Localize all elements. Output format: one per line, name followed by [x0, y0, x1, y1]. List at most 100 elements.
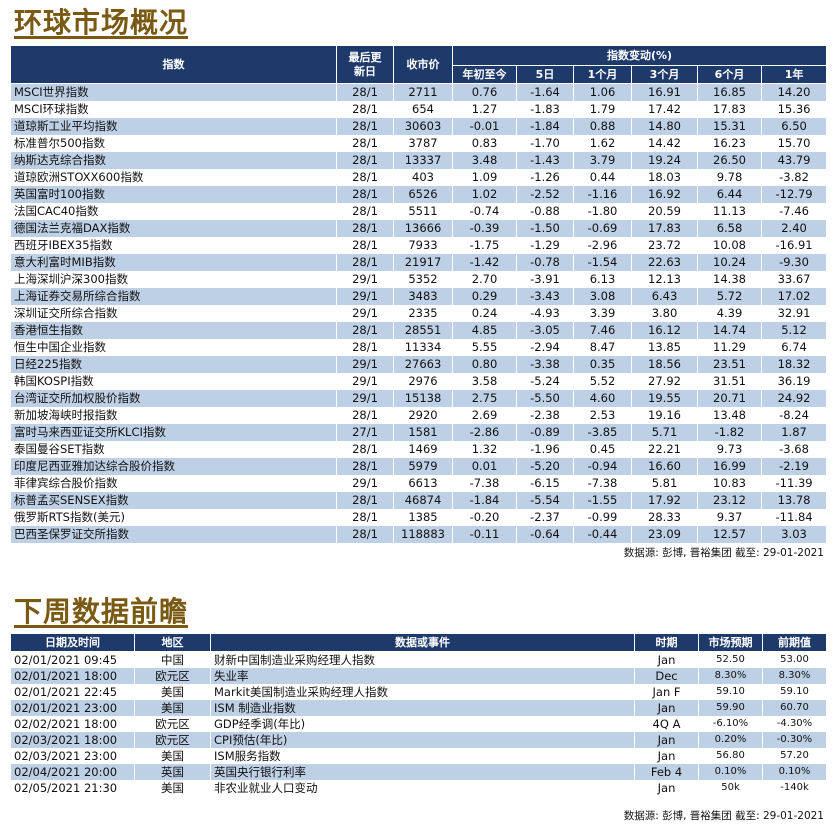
update-date-cell: 28/1 — [336, 186, 394, 203]
1y-change-cell: 1.87 — [760, 424, 828, 441]
index-name-cell: 印度尼西亚雅加达综合股价指数 — [10, 458, 337, 475]
index-name-cell: 日经225指数 — [10, 356, 337, 373]
index-name-cell: 上海深圳沪深300指数 — [10, 271, 337, 288]
event-datetime-cell: 02/01/2021 23:00 — [10, 700, 135, 716]
6m-change-cell: 9.37 — [697, 509, 762, 526]
event-region-cell: 欧元区 — [134, 668, 211, 684]
ytd-change-cell: 0.24 — [452, 305, 517, 322]
market-row: 标普孟买SENSEX指数 28/1 46874 -1.84 -5.54 -1.55 17.9… — [10, 492, 828, 509]
6m-change-cell: 16.99 — [697, 458, 762, 475]
3m-change-cell: 17.42 — [631, 101, 698, 118]
update-date-cell: 29/1 — [336, 288, 394, 305]
1m-change-cell: -0.69 — [573, 220, 632, 237]
close-price-cell: 30603 — [393, 118, 453, 135]
col-header-period: 时期 — [634, 633, 699, 652]
close-price-cell: 2335 — [393, 305, 453, 322]
event-previous-cell: -0.30% — [762, 732, 827, 748]
close-price-cell: 6613 — [393, 475, 453, 492]
6m-change-cell: 10.08 — [697, 237, 762, 254]
1y-change-cell: -7.46 — [760, 203, 828, 220]
market-row: 道琼欧洲STOXX600指数 28/1 403 1.09 -1.26 0.44 18.03 9… — [10, 169, 828, 186]
event-name-cell: CPI预估(年比) — [210, 732, 635, 748]
ytd-change-cell: 1.27 — [452, 101, 517, 118]
ytd-change-cell: 5.55 — [452, 339, 517, 356]
1m-change-cell: 8.47 — [573, 339, 632, 356]
1y-change-cell: 15.36 — [760, 101, 828, 118]
update-date-cell: 28/1 — [336, 220, 394, 237]
event-previous-cell: 59.10 — [762, 684, 827, 700]
ytd-change-cell: -0.01 — [452, 118, 517, 135]
6m-change-cell: 6.44 — [697, 186, 762, 203]
event-row: 02/04/2021 20:00 英国 英国央行银行利率 Feb 4 0.10% 0.10… — [10, 764, 827, 780]
market-row: 标准普尔500指数 28/1 3787 0.83 -1.70 1.62 14.42 16.23… — [10, 135, 828, 152]
events-source-note: 数据源: 彭博, 晋裕集团 截至: 29-01-2021 — [623, 810, 824, 822]
event-forecast-cell: 52.50 — [698, 651, 763, 668]
5d-change-cell: -1.50 — [516, 220, 574, 237]
col-header-region: 地区 — [134, 633, 211, 652]
update-date-cell: 28/1 — [336, 152, 394, 169]
6m-change-cell: 5.72 — [697, 288, 762, 305]
ytd-change-cell: -1.84 — [452, 492, 517, 509]
index-name-cell: 俄罗斯RTS指数(美元) — [10, 509, 337, 526]
5d-change-cell: -5.50 — [516, 390, 574, 407]
market-row: 俄罗斯RTS指数(美元) 28/1 1385 -0.20 -2.37 -0.99 28.33… — [10, 509, 828, 526]
market-row: 韩国KOSPI指数 29/1 2976 3.58 -5.24 5.52 27.92 31.51… — [10, 373, 828, 390]
col-header-3m: 3个月 — [631, 65, 698, 84]
6m-change-cell: 15.31 — [697, 118, 762, 135]
event-row: 02/02/2021 18:00 欧元区 GDP经季调(年比) 4Q A -6.10% -… — [10, 716, 827, 732]
1y-change-cell: 15.70 — [760, 135, 828, 152]
5d-change-cell: -1.84 — [516, 118, 574, 135]
close-price-cell: 3787 — [393, 135, 453, 152]
1y-change-cell: 33.67 — [760, 271, 828, 288]
market-row: 深圳证交所综合指数 29/1 2335 0.24 -4.93 3.39 3.80 4.39 32… — [10, 305, 828, 322]
5d-change-cell: -2.94 — [516, 339, 574, 356]
1m-change-cell: 0.44 — [573, 169, 632, 186]
1m-change-cell: 0.35 — [573, 356, 632, 373]
1y-change-cell: 43.79 — [760, 152, 828, 169]
3m-change-cell: 16.60 — [631, 458, 698, 475]
event-row: 02/01/2021 09:45 中国 财新中国制造业采购经理人指数 Jan 52.50… — [10, 651, 827, 668]
update-date-cell: 28/1 — [336, 322, 394, 339]
close-price-cell: 15138 — [393, 390, 453, 407]
update-date-cell: 29/1 — [336, 390, 394, 407]
col-header-previous: 前期值 — [762, 633, 827, 652]
event-datetime-cell: 02/01/2021 09:45 — [10, 651, 135, 668]
5d-change-cell: -0.78 — [516, 254, 574, 271]
index-name-cell: 英国富时100指数 — [10, 186, 337, 203]
market-row: 德国法兰克福DAX指数 28/1 13666 -0.39 -1.50 -0.69 17.83… — [10, 220, 828, 237]
6m-change-cell: 13.48 — [697, 407, 762, 424]
market-row: 泰国曼谷SET指数 28/1 1469 1.32 -1.96 0.45 22.21 9.73-… — [10, 441, 828, 458]
week-ahead-title: 下周数据前瞻 — [14, 595, 189, 628]
ytd-change-cell: 0.76 — [452, 83, 517, 101]
close-price-cell: 2711 — [393, 83, 453, 101]
3m-change-cell: 27.92 — [631, 373, 698, 390]
event-period-cell: Feb 4 — [634, 764, 699, 780]
col-header-index: 指数 — [10, 45, 337, 84]
market-row: 新加坡海峡时报指数 28/1 2920 2.69 -2.38 2.53 19.16 13.48… — [10, 407, 828, 424]
6m-change-cell: 14.74 — [697, 322, 762, 339]
col-header-6m: 6个月 — [697, 65, 762, 84]
event-forecast-cell: 56.80 — [698, 748, 763, 764]
5d-change-cell: -5.54 — [516, 492, 574, 509]
3m-change-cell: 6.43 — [631, 288, 698, 305]
1y-change-cell: 6.50 — [760, 118, 828, 135]
market-row: 上海证券交易所综合指数 29/1 3483 0.29 -3.43 3.08 6.43 5.72… — [10, 288, 828, 305]
update-date-cell: 29/1 — [336, 475, 394, 492]
col-header-last-update: 最后更新日 — [336, 45, 394, 84]
event-forecast-cell: 0.20% — [698, 732, 763, 748]
update-date-cell: 28/1 — [336, 492, 394, 509]
close-price-cell: 46874 — [393, 492, 453, 509]
5d-change-cell: -1.64 — [516, 83, 574, 101]
3m-change-cell: 28.33 — [631, 509, 698, 526]
1y-change-cell: 36.19 — [760, 373, 828, 390]
market-row: 台湾证交所加权股价指数 29/1 15138 2.75 -5.50 4.60 19.55 20… — [10, 390, 828, 407]
col-header-change-group: 指数变动(%) — [451, 45, 828, 66]
close-price-cell: 7933 — [393, 237, 453, 254]
close-price-cell: 1385 — [393, 509, 453, 526]
event-region-cell: 美国 — [134, 780, 211, 796]
3m-change-cell: 5.71 — [631, 424, 698, 441]
1y-change-cell: -11.39 — [760, 475, 828, 492]
event-forecast-cell: 59.10 — [698, 684, 763, 700]
update-date-cell: 28/1 — [336, 458, 394, 475]
event-row: 02/01/2021 22:45 美国 Markit美国制造业采购经理人指数 Jan … — [10, 684, 827, 700]
